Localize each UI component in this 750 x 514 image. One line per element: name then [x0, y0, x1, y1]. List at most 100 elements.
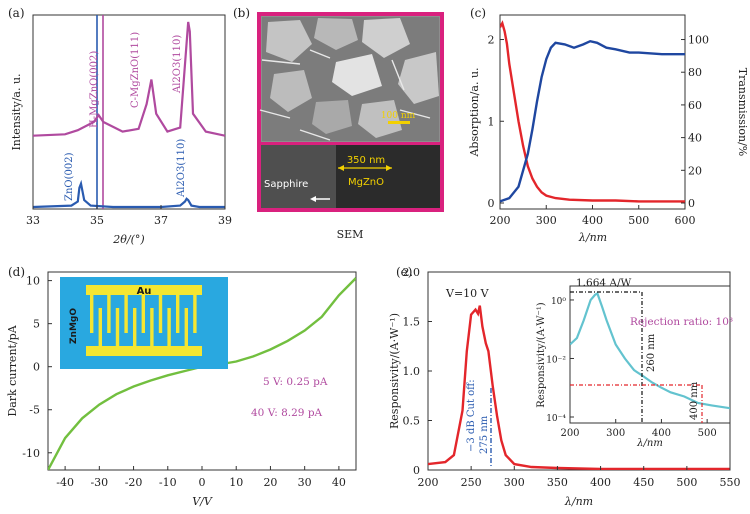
electrode-finger — [133, 308, 137, 346]
rejection-label: Rejection ratio: 10³ — [630, 316, 733, 328]
annotation-h-mgzno: H-MgZnO(002) — [89, 51, 100, 128]
xlabel-c: λ/nm — [578, 231, 607, 244]
inset-xlabel: λ/nm — [636, 438, 663, 449]
substrate-label: Sapphire — [264, 179, 308, 190]
xlabel-d: V/V — [192, 495, 213, 508]
panel-d: (d) -40 -30 -20 -10 0 10 20 30 40 -10 -5 0 5 10 Dark … — [6, 265, 357, 508]
inset-y-tick-label: 10⁻⁴ — [546, 414, 566, 424]
annotation-40v: 40 V: 8.29 pA — [251, 407, 323, 419]
electrode-finger — [176, 295, 180, 333]
y-tick-label-d: 5 — [33, 318, 40, 331]
y2label-c: Transmission/% — [736, 68, 749, 157]
y-tick-label-c: 1 — [488, 115, 495, 128]
inset-frame — [569, 285, 731, 424]
panel-label-e: (e) — [396, 265, 412, 279]
panel-e: (e) 200 250 300 350 400 450 500 550 0 0.5 1.0 1.5 2.… — [388, 265, 741, 508]
annotation-5v: 5 V: 0.25 pA — [263, 376, 328, 388]
responsivity-curve — [428, 305, 730, 470]
x-tick-label-d: -10 — [159, 476, 177, 489]
inset-ylabel: Responsivity/(A·W⁻¹) — [536, 302, 547, 408]
x-tick-label-d: 0 — [199, 476, 206, 489]
x-tick-label-d: 40 — [332, 476, 346, 489]
x-tick-label-d: 20 — [263, 476, 277, 489]
panel-b: (b) 100 nm 350 nm MgZnO Sapphire SEM — [233, 6, 444, 241]
x-tick-label-a: 33 — [26, 214, 40, 227]
panel-label-a: (a) — [8, 6, 25, 20]
panel-label-c: (c) — [470, 6, 486, 20]
panel-a: (a) 33 35 37 39 Intensity/a. u. 2θ/(°) H-Mg… — [8, 6, 232, 246]
wavelength-260-label: 260 nm — [646, 333, 657, 372]
ylabel-e: Responsivity/(A·W⁻¹) — [388, 313, 401, 429]
xlabel-e: λ/nm — [564, 495, 593, 508]
x-tick-label-d: -30 — [90, 476, 108, 489]
plot-frame-c — [499, 14, 686, 210]
inset-material-label: ZnMgO — [69, 308, 79, 344]
y-tick-label-c: 0 — [488, 197, 495, 210]
x-tick-label-c: 300 — [536, 214, 557, 227]
electrode-finger — [167, 308, 171, 346]
scale-bar-label: 100 nm — [381, 111, 416, 121]
y-tick-label-e: 1.5 — [403, 316, 421, 329]
x-tick-label-d: 30 — [298, 476, 312, 489]
ylabel-a: Intensity/a. u. — [10, 73, 23, 150]
annotation-al2o3-bottom: Al2O3(110) — [176, 139, 187, 198]
x-tick-label-c: 200 — [490, 214, 511, 227]
bias-label: V=10 V — [445, 287, 490, 300]
x-tick-label-c: 400 — [582, 214, 603, 227]
y-tick-label-c: 2 — [488, 34, 495, 47]
sem-grains — [259, 17, 439, 141]
electrode-finger — [184, 308, 188, 346]
electrode-finger — [107, 295, 111, 333]
thickness-label: 350 nm — [347, 155, 385, 166]
x-tick-label-e: 350 — [547, 476, 568, 489]
annotation-zno: ZnO(002) — [64, 152, 75, 201]
electrode-finger — [158, 295, 163, 333]
electrode-finger — [90, 295, 94, 333]
x-tick-label-e: 200 — [418, 476, 439, 489]
y2-tick-label-c: 100 — [688, 34, 709, 47]
x-tick-label-e: 400 — [590, 476, 611, 489]
inset-x-tick-label: 500 — [698, 428, 717, 439]
inset-x-tick-label: 300 — [606, 428, 625, 439]
inset-y-tick-label: 10⁰ — [551, 297, 566, 307]
inset-y-tick-label: 10⁻² — [546, 355, 566, 365]
x-tick-label-d: -40 — [56, 476, 74, 489]
absorption-curve — [500, 20, 685, 203]
x-tick-label-a: 39 — [218, 214, 232, 227]
ylabel-d: Dark current/pA — [6, 324, 19, 416]
annotation-al2o3-top: Al2O3(110) — [172, 35, 183, 94]
y-tick-label-d: -5 — [29, 404, 40, 417]
x-tick-label-a: 37 — [154, 214, 168, 227]
panel-label-d: (d) — [8, 265, 25, 279]
annotation-c-mgzno: C-MgZnO(111) — [130, 32, 141, 108]
layer-label: MgZnO — [348, 177, 384, 188]
inset-x-tick-label: 400 — [652, 428, 671, 439]
scale-bar — [388, 121, 410, 124]
cutoff-label-2: 275 nm — [479, 415, 490, 454]
x-tick-label-d: -20 — [125, 476, 143, 489]
cutoff-label-1: −3 dB Cut off: — [466, 379, 477, 452]
ylabel-c: Absorption/a. u. — [468, 67, 481, 157]
y-tick-label-d: 0 — [33, 361, 40, 374]
y2-tick-label-c: 0 — [688, 197, 695, 210]
plot-frame-a — [32, 14, 226, 210]
wavelength-400-label: 400 nm — [689, 381, 700, 420]
panel-label-b: (b) — [233, 6, 250, 20]
x-tick-label-e: 300 — [504, 476, 525, 489]
inset-au-label: Au — [137, 286, 152, 297]
y-tick-label-e: 0 — [413, 464, 420, 477]
electrode-finger — [115, 308, 120, 346]
inset-log-curve — [570, 291, 730, 410]
x-tick-label-e: 550 — [720, 476, 741, 489]
x-tick-label-a: 35 — [90, 214, 104, 227]
transmission-curve — [500, 39, 685, 203]
x-tick-label-d: 10 — [229, 476, 243, 489]
y-tick-label-e: 0.5 — [403, 415, 421, 428]
sem-mgzno-layer — [336, 145, 440, 208]
electrode-finger — [141, 295, 145, 333]
electrode-finger — [193, 295, 197, 333]
y-tick-label-e: 2.0 — [403, 266, 421, 279]
x-tick-label-c: 500 — [628, 214, 649, 227]
